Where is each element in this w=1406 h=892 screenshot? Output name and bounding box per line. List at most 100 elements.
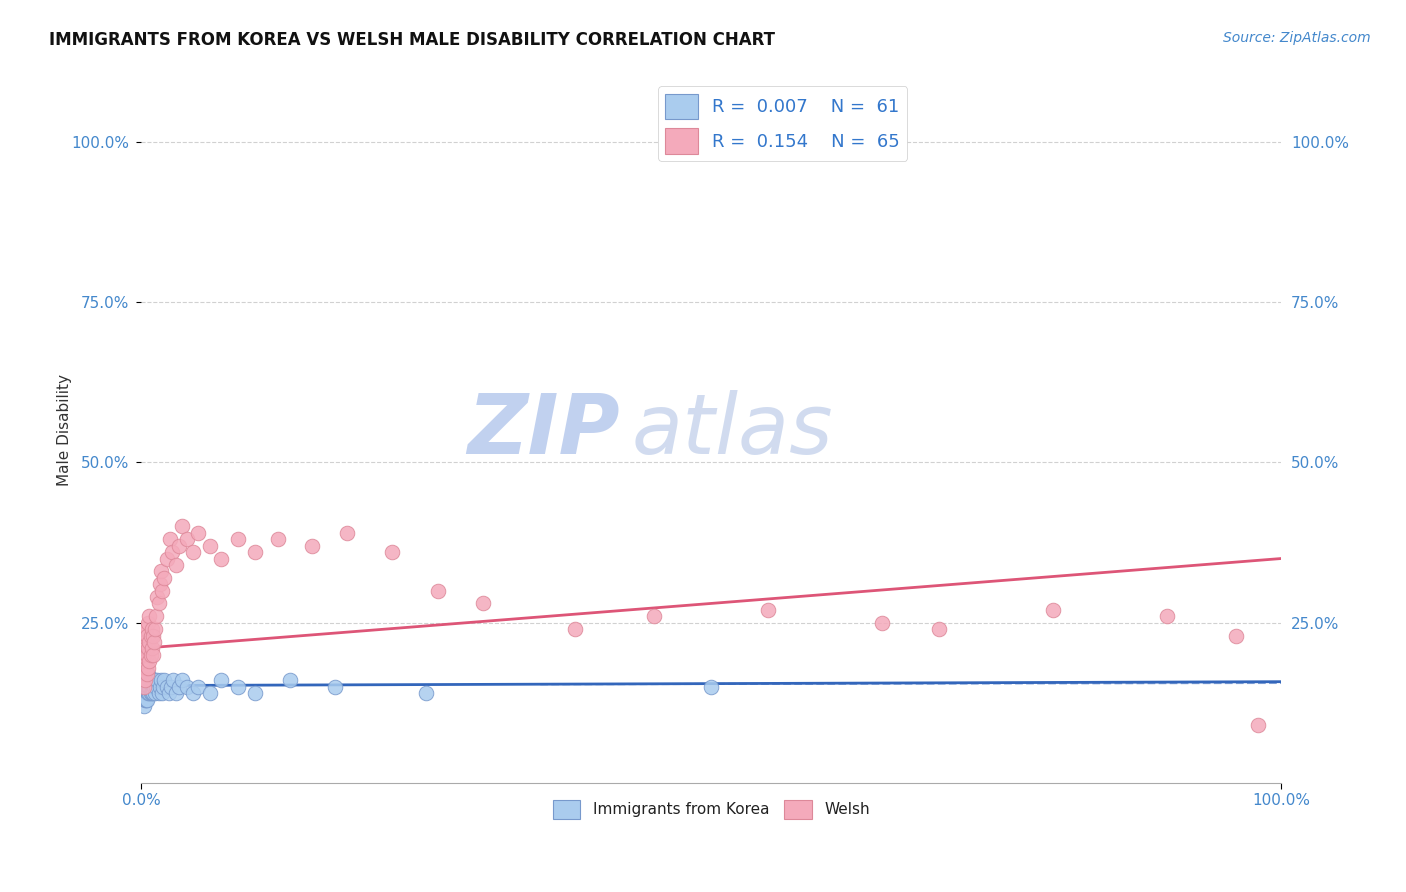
Point	[198, 539, 221, 553]
Point	[245, 686, 267, 700]
Point	[381, 545, 404, 559]
Point	[134, 654, 156, 668]
Point	[132, 699, 155, 714]
Point	[136, 648, 159, 662]
Point	[870, 615, 893, 630]
Point	[267, 533, 290, 547]
Point	[136, 686, 159, 700]
Point	[142, 628, 165, 642]
Point	[139, 673, 162, 688]
Point	[138, 686, 160, 700]
Point	[138, 680, 160, 694]
Point	[198, 686, 221, 700]
Point	[134, 667, 156, 681]
Point	[132, 667, 155, 681]
Point	[472, 596, 495, 610]
Point	[134, 635, 156, 649]
Point	[138, 654, 160, 668]
Point	[1225, 628, 1247, 642]
Point	[143, 686, 166, 700]
Point	[136, 692, 159, 706]
Point	[149, 577, 172, 591]
Point	[135, 673, 157, 688]
Point	[141, 641, 163, 656]
Point	[143, 622, 166, 636]
Point	[143, 673, 166, 688]
Point	[150, 583, 173, 598]
Point	[143, 635, 166, 649]
Point	[149, 673, 172, 688]
Legend: Immigrants from Korea, Welsh: Immigrants from Korea, Welsh	[547, 794, 876, 825]
Point	[150, 686, 173, 700]
Point	[148, 686, 170, 700]
Point	[136, 667, 159, 681]
Point	[132, 673, 155, 688]
Point	[132, 680, 155, 694]
Point	[141, 622, 163, 636]
Point	[149, 565, 172, 579]
Point	[138, 635, 160, 649]
Point	[134, 673, 156, 688]
Point	[134, 680, 156, 694]
Point	[135, 660, 157, 674]
Point	[564, 622, 586, 636]
Point	[135, 667, 157, 681]
Point	[187, 680, 209, 694]
Point	[136, 641, 159, 656]
Point	[136, 667, 159, 681]
Point	[165, 558, 187, 572]
Point	[131, 686, 153, 700]
Point	[142, 686, 165, 700]
Point	[136, 628, 159, 642]
Point	[139, 648, 162, 662]
Point	[135, 641, 157, 656]
Point	[226, 680, 249, 694]
Point	[928, 622, 950, 636]
Point	[1042, 603, 1064, 617]
Point	[700, 680, 723, 694]
Point	[132, 686, 155, 700]
Y-axis label: Male Disability: Male Disability	[58, 375, 72, 486]
Point	[245, 545, 267, 559]
Point	[136, 680, 159, 694]
Text: IMMIGRANTS FROM KOREA VS WELSH MALE DISABILITY CORRELATION CHART: IMMIGRANTS FROM KOREA VS WELSH MALE DISA…	[49, 31, 775, 49]
Point	[159, 533, 181, 547]
Point	[643, 609, 665, 624]
Point	[141, 686, 163, 700]
Point	[142, 648, 165, 662]
Point	[155, 551, 177, 566]
Point	[136, 660, 159, 674]
Point	[139, 686, 162, 700]
Point	[155, 680, 177, 694]
Point	[153, 571, 176, 585]
Point	[415, 686, 437, 700]
Point	[135, 680, 157, 694]
Point	[142, 673, 165, 688]
Point	[134, 692, 156, 706]
Point	[131, 680, 153, 694]
Point	[136, 615, 159, 630]
Point	[136, 673, 159, 688]
Point	[141, 673, 163, 688]
Point	[301, 539, 323, 553]
Point	[134, 686, 156, 700]
Point	[160, 680, 183, 694]
Point	[146, 590, 169, 604]
Point	[149, 680, 172, 694]
Point	[152, 680, 174, 694]
Point	[1247, 718, 1270, 732]
Point	[131, 635, 153, 649]
Point	[165, 686, 187, 700]
Point	[146, 673, 169, 688]
Text: ZIP: ZIP	[467, 390, 620, 471]
Point	[209, 673, 232, 688]
Point	[143, 680, 166, 694]
Point	[167, 539, 190, 553]
Point	[187, 525, 209, 540]
Point	[160, 545, 183, 559]
Point	[132, 622, 155, 636]
Point	[138, 609, 160, 624]
Point	[132, 680, 155, 694]
Point	[181, 545, 204, 559]
Point	[209, 551, 232, 566]
